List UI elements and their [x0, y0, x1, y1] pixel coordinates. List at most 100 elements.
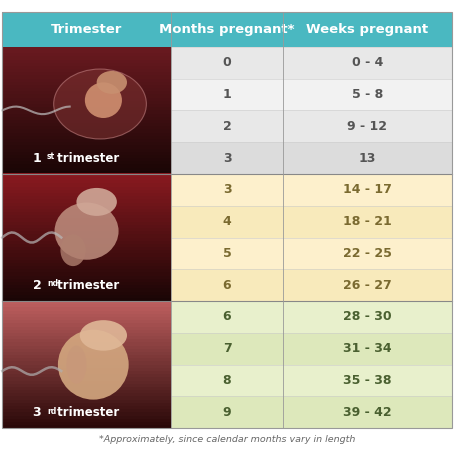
Bar	[2, 97, 171, 101]
Text: 7: 7	[222, 342, 232, 355]
Bar	[2, 66, 171, 69]
Bar	[2, 310, 171, 314]
Bar	[2, 53, 171, 56]
Bar	[2, 186, 171, 190]
Bar	[2, 329, 171, 333]
Text: 6: 6	[223, 278, 231, 292]
Bar	[2, 139, 171, 142]
Bar	[171, 142, 283, 174]
Bar	[2, 113, 171, 117]
Text: 2: 2	[222, 120, 232, 133]
Bar	[283, 206, 452, 237]
Bar	[2, 164, 171, 168]
Bar	[2, 320, 171, 323]
Bar	[2, 259, 171, 263]
Text: 39 - 42: 39 - 42	[343, 406, 392, 419]
Bar	[2, 421, 171, 425]
Bar	[283, 333, 452, 365]
Bar	[2, 167, 171, 171]
Bar	[2, 227, 171, 231]
Text: Weeks pregnant: Weeks pregnant	[306, 23, 429, 36]
Bar	[2, 307, 171, 311]
Text: *Approximately, since calendar months vary in length: *Approximately, since calendar months va…	[99, 435, 355, 444]
Bar	[2, 62, 171, 66]
Bar	[2, 88, 171, 91]
Bar	[2, 393, 171, 396]
Bar	[171, 47, 283, 79]
Bar	[2, 288, 171, 292]
Bar	[171, 365, 283, 396]
Bar	[2, 383, 171, 387]
Bar	[283, 12, 452, 47]
Bar	[2, 142, 171, 146]
Bar	[2, 285, 171, 288]
Bar	[2, 415, 171, 419]
Bar	[2, 123, 171, 126]
Bar	[2, 237, 171, 241]
Bar	[2, 224, 171, 228]
Bar	[2, 129, 171, 132]
Bar	[2, 294, 171, 298]
Bar	[2, 266, 171, 269]
Bar	[283, 174, 452, 206]
Bar	[171, 269, 283, 301]
Bar	[2, 56, 171, 59]
Text: 22 - 25: 22 - 25	[343, 247, 392, 260]
Text: 0: 0	[222, 56, 232, 69]
Bar	[2, 81, 171, 85]
Bar	[2, 243, 171, 247]
Bar	[2, 374, 171, 377]
Bar	[2, 380, 171, 384]
Bar	[2, 78, 171, 82]
Bar	[2, 367, 171, 371]
Bar	[2, 72, 171, 75]
Bar	[2, 316, 171, 320]
Bar	[2, 170, 171, 174]
Bar	[2, 12, 452, 428]
Bar	[2, 269, 171, 272]
Bar	[2, 272, 171, 276]
Bar	[2, 46, 171, 50]
Ellipse shape	[54, 203, 118, 260]
Bar	[2, 345, 171, 349]
Text: 13: 13	[359, 152, 376, 165]
Bar	[2, 132, 171, 136]
Text: nd: nd	[47, 279, 58, 288]
Bar	[2, 332, 171, 336]
Ellipse shape	[58, 329, 128, 400]
Bar	[2, 94, 171, 98]
Bar	[2, 409, 171, 412]
Bar	[2, 387, 171, 390]
Bar	[2, 364, 171, 368]
Bar	[2, 424, 171, 428]
Text: 9: 9	[223, 406, 231, 419]
Bar	[2, 158, 171, 161]
Bar	[283, 301, 452, 333]
Bar	[283, 47, 452, 79]
Bar	[2, 405, 171, 409]
Bar	[2, 304, 171, 307]
Bar	[2, 256, 171, 260]
Text: 3: 3	[33, 406, 41, 419]
Bar	[2, 389, 171, 393]
Text: 31 - 34: 31 - 34	[343, 342, 392, 355]
Bar	[2, 342, 171, 345]
Bar	[2, 377, 171, 380]
Bar	[2, 176, 171, 180]
Bar	[2, 119, 171, 123]
Bar	[171, 174, 283, 206]
Bar	[2, 212, 171, 215]
Bar	[2, 174, 171, 177]
Text: 1: 1	[33, 152, 41, 165]
Bar	[2, 355, 171, 358]
Text: 3: 3	[223, 152, 231, 165]
Bar	[2, 278, 171, 282]
Bar	[283, 396, 452, 428]
Bar	[2, 116, 171, 120]
Text: 3: 3	[223, 183, 231, 197]
Bar	[171, 237, 283, 269]
Bar	[2, 298, 171, 301]
Text: 35 - 38: 35 - 38	[343, 374, 392, 387]
Bar	[283, 142, 452, 174]
Bar	[2, 240, 171, 244]
